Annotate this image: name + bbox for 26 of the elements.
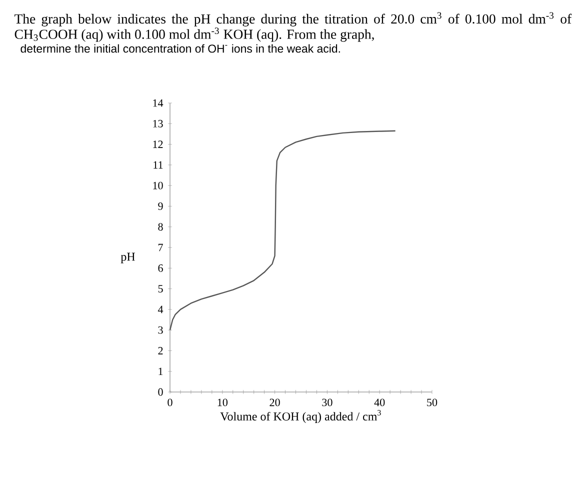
x-axis-title: Volume of KOH (aq) added / cm$^{3}$ bbox=[220, 410, 381, 423]
y-tick-label: 11 bbox=[154, 161, 163, 169]
y-tick-label: 13 bbox=[153, 120, 163, 128]
x-tick-label: 0 bbox=[168, 398, 172, 406]
x-tick-label: 20 bbox=[270, 398, 280, 406]
y-tick-label: 14 bbox=[153, 99, 164, 107]
y-tick-label: 1 bbox=[158, 368, 163, 376]
y-tick-label: 4 bbox=[158, 306, 164, 314]
line-series bbox=[169, 130, 396, 331]
y-tick-label: 6 bbox=[158, 264, 163, 272]
y-tick-label: 2 bbox=[158, 347, 163, 354]
y-axis-title: pH bbox=[120, 252, 135, 264]
x-tick-label: 10 bbox=[218, 398, 228, 406]
x-tick-label: 50 bbox=[427, 398, 438, 406]
y-tick-label: 10 bbox=[153, 182, 163, 190]
x-tick-label: 40 bbox=[374, 398, 385, 406]
y-tick-label: 5 bbox=[158, 285, 163, 292]
y-tick-label: 12 bbox=[153, 140, 163, 148]
x-tick-label: 30 bbox=[322, 398, 332, 406]
y-tick-label: 8 bbox=[158, 223, 163, 231]
chart-title: The graph below indicates the pH change during the titration of 20.0 cm$^{3}$ of 0.100 mol dm$^{-3}$ of CH$_{3}$COOH (aq) with 0.100 mol dm$^{-3}$ KOH (aq). From the graph, bbox=[14, 12, 572, 42]
y-tick-label: 3 bbox=[158, 326, 163, 334]
y-tick-label: 0 bbox=[158, 388, 163, 396]
y-tick-label: 7 bbox=[158, 244, 163, 252]
chart-subtitle: determine the initial concentration of OH$^{-}$ ions in the weak acid. bbox=[20, 44, 340, 53]
y-tick-label: 9 bbox=[158, 202, 163, 210]
